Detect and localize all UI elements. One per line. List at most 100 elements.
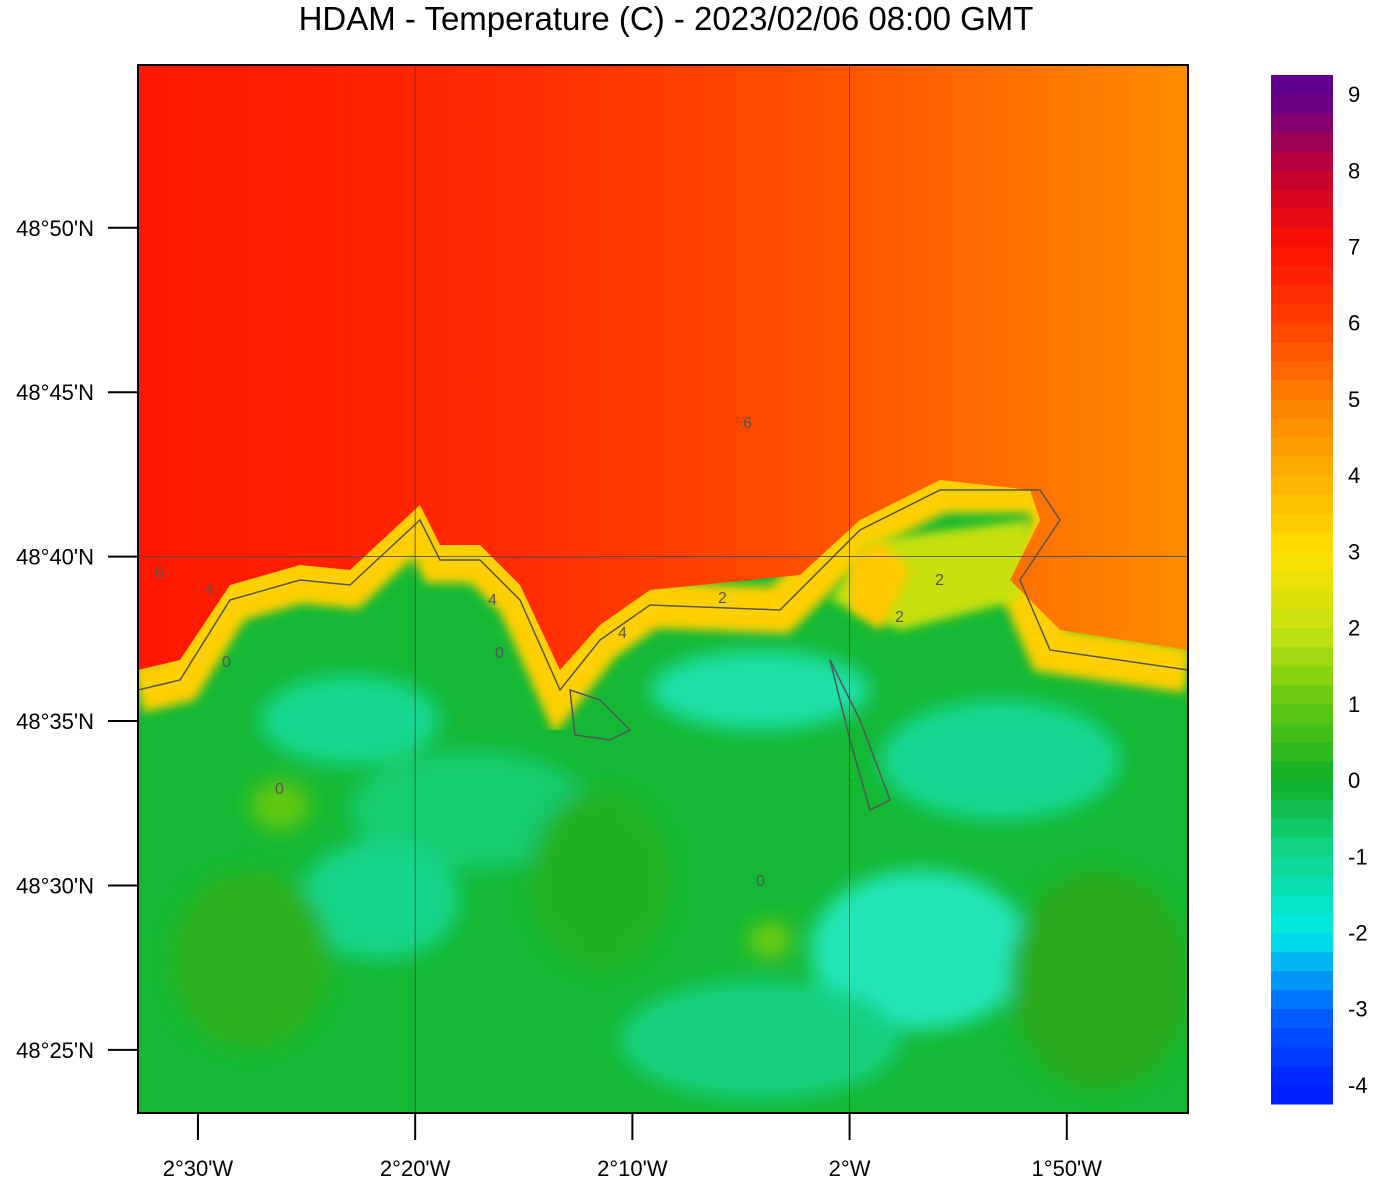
colorbar-level bbox=[1271, 780, 1333, 800]
colorbar-level bbox=[1271, 875, 1333, 895]
colorbar-level bbox=[1271, 113, 1333, 133]
field-cool-patches bbox=[170, 650, 1188, 1100]
contour-label: 4 bbox=[618, 625, 627, 642]
colorbar-level bbox=[1271, 627, 1333, 648]
temperature-field: 6 4 0 4 2 2 2 0 6 4 0 0 bbox=[138, 65, 1188, 1113]
title: HDAM - Temperature (C) - 2023/02/06 08:0… bbox=[299, 0, 1034, 37]
colorbar-level bbox=[1271, 684, 1333, 705]
colorbar-level bbox=[1271, 970, 1333, 991]
contour-label: 6 bbox=[743, 415, 752, 432]
colorbar-level bbox=[1271, 303, 1333, 324]
colorbar-level bbox=[1271, 437, 1333, 457]
x-tick-label: 1°50'W bbox=[1032, 1156, 1103, 1180]
colorbar-level bbox=[1271, 913, 1333, 933]
colorbar-tick-label: -4 bbox=[1348, 1073, 1368, 1098]
colorbar-tick-label: 3 bbox=[1348, 539, 1360, 564]
colorbar-tick-label: 7 bbox=[1348, 235, 1360, 260]
colorbar-level bbox=[1271, 379, 1333, 400]
contour-label: 4 bbox=[205, 582, 214, 599]
contour-label: 2 bbox=[935, 572, 944, 589]
colorbar-level bbox=[1271, 894, 1333, 914]
colorbar-level bbox=[1271, 1008, 1333, 1029]
colorbar-tick-label: 6 bbox=[1348, 311, 1360, 336]
colorbar-tick-label: 2 bbox=[1348, 616, 1360, 641]
plot-frame bbox=[137, 64, 1189, 1114]
contour-label: 2 bbox=[895, 609, 904, 626]
colorbar-level bbox=[1271, 646, 1333, 667]
colorbar-tick-label: 5 bbox=[1348, 387, 1360, 412]
contour-label: 2 bbox=[718, 590, 727, 607]
colorbar-level bbox=[1271, 1046, 1333, 1067]
colorbar-level bbox=[1271, 589, 1333, 610]
colorbar-level bbox=[1271, 818, 1333, 838]
colorbar-level bbox=[1271, 189, 1333, 209]
colorbar-level bbox=[1271, 94, 1333, 114]
colorbar-level bbox=[1271, 494, 1333, 514]
colorbar-level bbox=[1271, 799, 1333, 819]
colorbar-tick-label: 0 bbox=[1348, 768, 1360, 793]
y-tick-label: 48°50'N bbox=[16, 216, 94, 241]
y-tick-label: 48°25'N bbox=[16, 1038, 94, 1063]
colorbar-level bbox=[1271, 398, 1333, 419]
coastline bbox=[138, 489, 1188, 692]
colorbar-level bbox=[1271, 722, 1333, 743]
contour-label: 0 bbox=[756, 873, 765, 890]
contour-label: 0 bbox=[495, 645, 504, 662]
colorbar-level bbox=[1271, 989, 1333, 1010]
colorbar-level bbox=[1271, 532, 1333, 552]
colorbar-level bbox=[1271, 227, 1333, 247]
colorbar-level bbox=[1271, 1027, 1333, 1048]
coastline-inlets bbox=[569, 659, 891, 812]
contour-label: 0 bbox=[222, 654, 231, 671]
colorbar-level bbox=[1271, 132, 1333, 152]
colorbar-level bbox=[1271, 1084, 1333, 1105]
colorbar-level bbox=[1271, 208, 1333, 228]
colorbar-level bbox=[1271, 322, 1333, 343]
colorbar-level bbox=[1271, 837, 1333, 857]
land-warm-core bbox=[850, 540, 910, 630]
colorbar-level bbox=[1271, 1065, 1333, 1086]
y-tick-label: 48°40'N bbox=[16, 545, 94, 570]
colorbar-level bbox=[1271, 761, 1333, 781]
colorbar-level bbox=[1271, 475, 1333, 495]
colorbar-tick-label: 1 bbox=[1348, 692, 1360, 717]
colorbar-level bbox=[1271, 170, 1333, 190]
colorbar-tick-label: -2 bbox=[1348, 921, 1368, 946]
x-tick-label: 2°10'W bbox=[597, 1156, 668, 1180]
y-tick-label: 48°45'N bbox=[16, 380, 94, 405]
colorbar-level bbox=[1271, 75, 1333, 95]
colorbar-level bbox=[1271, 665, 1333, 686]
colorbar-tick-label: -3 bbox=[1348, 997, 1368, 1022]
axes: 2°30'W 2°20'W 2°10'W 2°W 1°50'W 48°50'N 48°45'… bbox=[16, 65, 1188, 1181]
colorbar-level bbox=[1271, 932, 1333, 953]
colorbar-level bbox=[1271, 551, 1333, 571]
contour-label: 6 bbox=[155, 565, 164, 582]
colorbar-level bbox=[1271, 456, 1333, 476]
colorbar-tick-label: -1 bbox=[1348, 844, 1368, 869]
colorbar-level bbox=[1271, 418, 1333, 438]
colorbar-level bbox=[1271, 951, 1333, 972]
y-tick-label: 48°35'N bbox=[16, 709, 94, 734]
x-tick-label: 2°30'W bbox=[163, 1156, 234, 1180]
contour-label: 4 bbox=[488, 592, 497, 609]
colorbar-level bbox=[1271, 741, 1333, 762]
colorbar: -4 -3 -2 -1 0 1 2 3 4 5 6 7 8 9 bbox=[1271, 75, 1368, 1105]
colorbar-level bbox=[1271, 341, 1333, 362]
colorbar-level bbox=[1271, 856, 1333, 876]
colorbar-tick-label: 4 bbox=[1348, 463, 1360, 488]
colorbar-level bbox=[1271, 703, 1333, 724]
colorbar-tick-label: 8 bbox=[1348, 158, 1360, 183]
colorbar-level bbox=[1271, 360, 1333, 381]
colorbar-level bbox=[1271, 151, 1333, 171]
contour-label: 0 bbox=[275, 781, 284, 798]
colorbar-tick-label: 9 bbox=[1348, 82, 1360, 107]
colorbar-level bbox=[1271, 265, 1333, 286]
warm-sea-region bbox=[138, 65, 1188, 670]
colorbar-level bbox=[1271, 513, 1333, 533]
colorbar-level bbox=[1271, 570, 1333, 590]
y-tick-label: 48°30'N bbox=[16, 873, 94, 898]
colorbar-level bbox=[1271, 284, 1333, 305]
colorbar-level bbox=[1271, 608, 1333, 629]
